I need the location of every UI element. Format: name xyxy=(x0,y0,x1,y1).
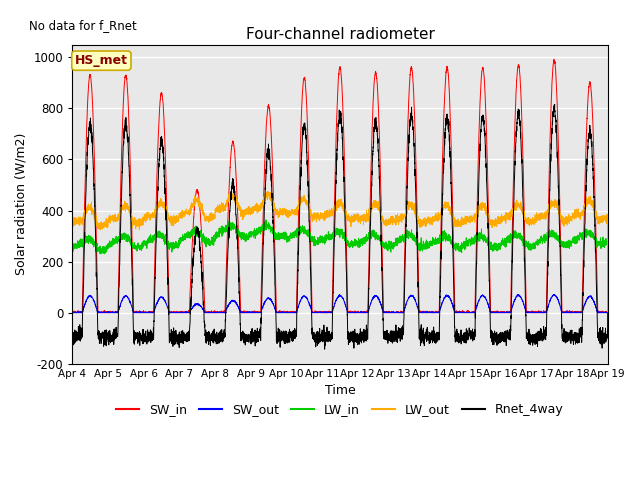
LW_out xyxy=(264,189,272,194)
LW_out xyxy=(604,216,611,221)
Text: No data for f_Rnet: No data for f_Rnet xyxy=(29,19,137,32)
SW_in xyxy=(68,310,76,315)
LW_out xyxy=(460,218,468,224)
Legend: SW_in, SW_out, LW_in, LW_out, Rnet_4way: SW_in, SW_out, LW_in, LW_out, Rnet_4way xyxy=(111,398,568,421)
LW_in xyxy=(430,241,438,247)
Y-axis label: Solar radiation (W/m2): Solar radiation (W/m2) xyxy=(15,133,28,276)
SW_out xyxy=(490,310,498,315)
SW_in xyxy=(490,309,498,315)
SW_out xyxy=(550,292,557,298)
Title: Four-channel radiometer: Four-channel radiometer xyxy=(246,27,435,42)
SW_out xyxy=(604,310,611,315)
Rnet_4way xyxy=(321,346,328,352)
Line: Rnet_4way: Rnet_4way xyxy=(72,104,608,349)
SW_out xyxy=(460,310,468,315)
LW_in xyxy=(164,243,172,249)
LW_out xyxy=(490,222,498,228)
Rnet_4way xyxy=(490,333,498,339)
SW_out xyxy=(164,308,172,313)
Text: HS_met: HS_met xyxy=(75,54,128,67)
SW_in xyxy=(320,309,328,314)
Line: SW_out: SW_out xyxy=(72,295,608,312)
LW_out xyxy=(164,216,172,222)
SW_in xyxy=(430,310,438,315)
Rnet_4way xyxy=(430,335,438,341)
LW_out xyxy=(604,310,612,315)
SW_out xyxy=(69,310,77,315)
SW_out xyxy=(430,310,438,315)
X-axis label: Time: Time xyxy=(324,384,355,397)
Line: LW_out: LW_out xyxy=(72,192,608,312)
SW_in xyxy=(164,272,172,277)
LW_in xyxy=(320,234,328,240)
SW_in xyxy=(550,57,558,62)
SW_out xyxy=(68,309,76,315)
SW_out xyxy=(320,310,328,315)
LW_in xyxy=(604,239,611,244)
LW_out xyxy=(320,217,328,223)
LW_out xyxy=(68,221,76,227)
Rnet_4way xyxy=(551,101,559,107)
LW_in xyxy=(460,244,468,250)
SW_in xyxy=(604,310,611,315)
Line: SW_in: SW_in xyxy=(72,60,608,312)
Rnet_4way xyxy=(68,337,76,343)
LW_out xyxy=(430,214,438,219)
Rnet_4way xyxy=(604,310,612,315)
LW_in xyxy=(262,217,270,223)
Rnet_4way xyxy=(604,333,611,338)
Rnet_4way xyxy=(320,331,328,336)
SW_in xyxy=(460,310,468,315)
Line: LW_in: LW_in xyxy=(72,220,608,312)
LW_in xyxy=(68,248,76,254)
LW_in xyxy=(490,245,498,251)
LW_in xyxy=(604,310,612,315)
SW_out xyxy=(604,310,612,315)
SW_in xyxy=(604,310,612,315)
Rnet_4way xyxy=(460,335,468,340)
Rnet_4way xyxy=(164,303,172,309)
